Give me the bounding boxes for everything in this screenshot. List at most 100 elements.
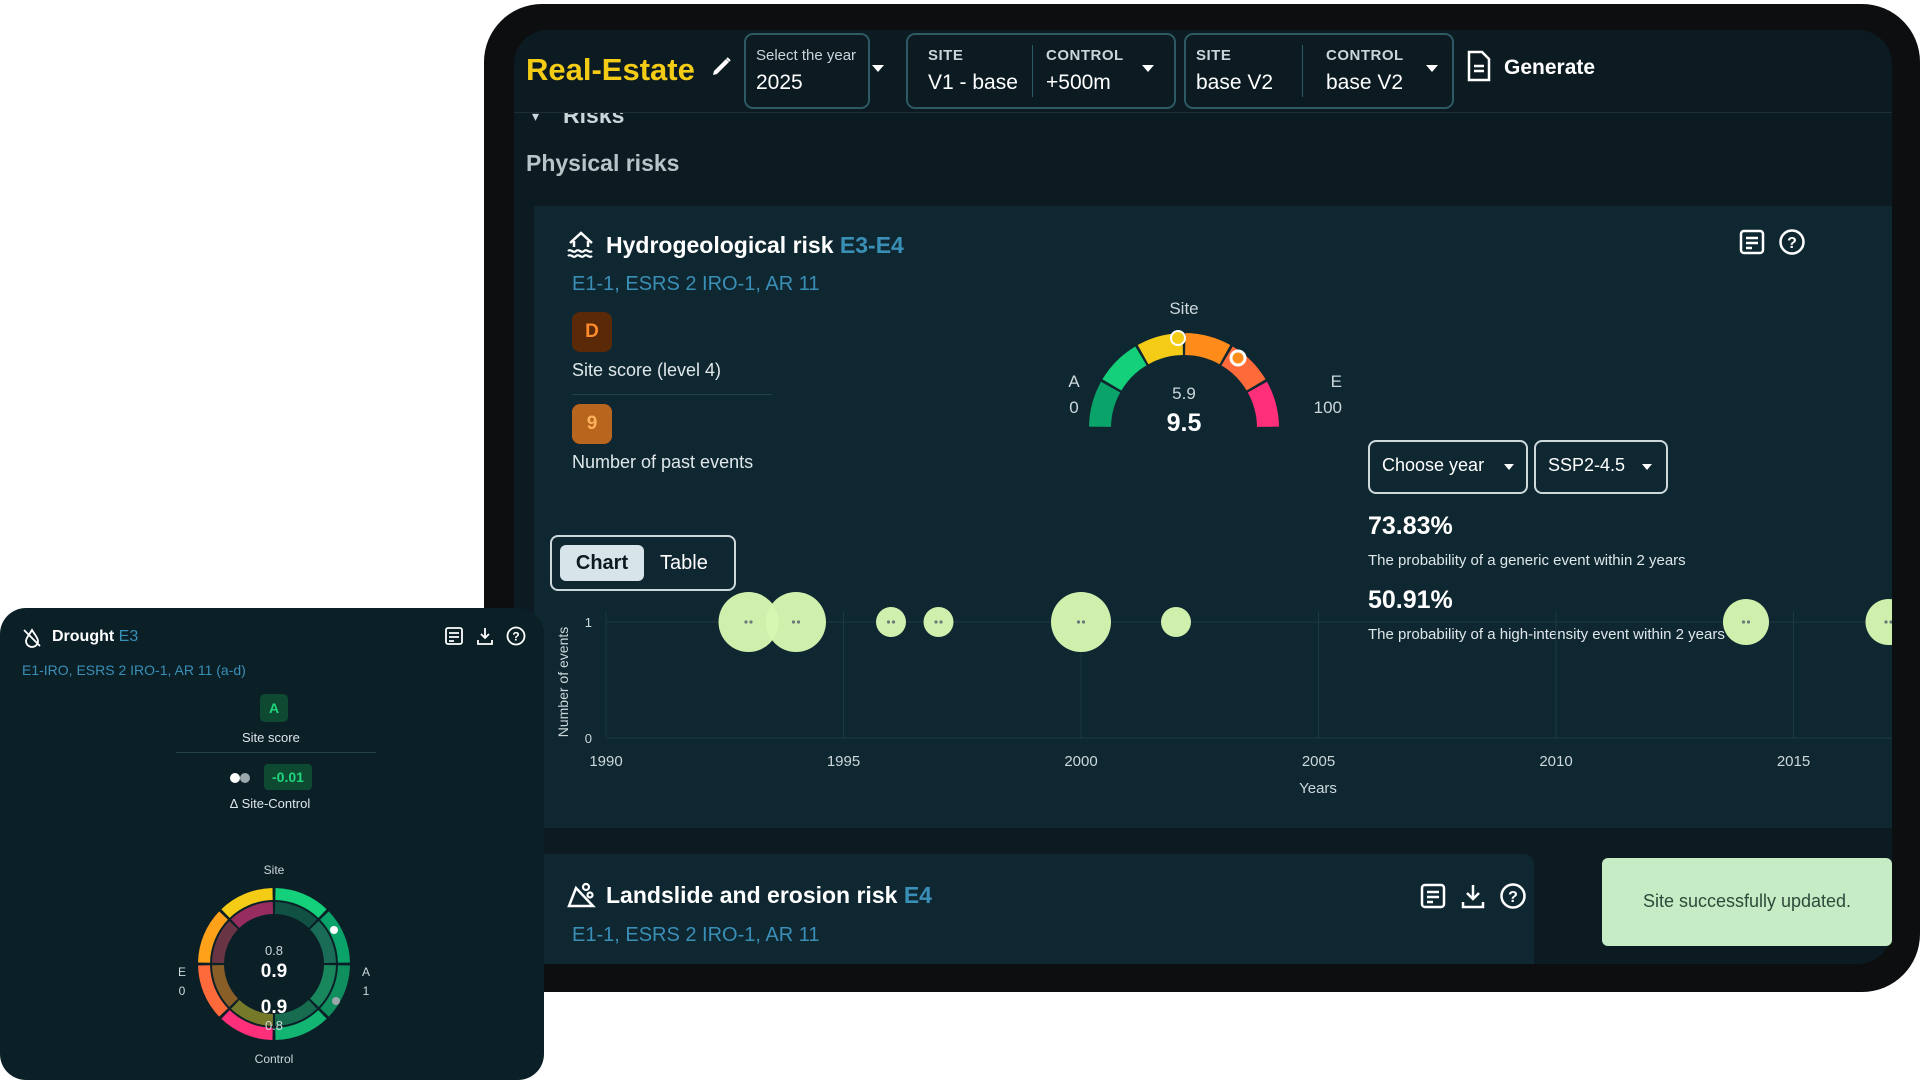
event-marker: [1076, 620, 1081, 624]
site-score-label: Site score: [242, 730, 300, 745]
ring-segment-control: [274, 902, 317, 929]
gauge-segment: [1102, 346, 1147, 391]
control-label: CONTROL: [1326, 47, 1404, 64]
svg-text:1: 1: [363, 984, 370, 998]
ring-segment-site: [221, 1009, 273, 1040]
card-references: E1-1, ESRS 2 IRO-1, AR 11: [572, 924, 820, 946]
generic-event-description: The probability of a generic event withi…: [1368, 552, 1686, 569]
site-control-swatch-icon: [230, 772, 256, 784]
ring-segment-control: [231, 902, 274, 929]
x-tick-label: 2005: [1302, 753, 1335, 770]
svg-text:5.9: 5.9: [1172, 384, 1196, 403]
edit-pencil-icon[interactable]: [710, 54, 734, 78]
site-score-gauge: Site A 0 E 100 5.9 9.5: [1068, 299, 1342, 437]
event-bubble: [1865, 599, 1892, 645]
site-score-badge: D: [572, 312, 612, 352]
ring-segment-site: [275, 1009, 327, 1040]
site-value: V1 - base: [928, 71, 1018, 94]
event-marker: [1741, 620, 1746, 624]
scenario-dropdown[interactable]: SSP2-4.5: [1534, 440, 1668, 494]
landslide-risk-card: Landslide and erosion risk E4 E1-1, ESRS…: [534, 854, 1534, 964]
ring-segment-site: [198, 911, 229, 963]
gauge-segment: [1247, 381, 1279, 428]
y-axis-label: Number of events: [555, 627, 571, 738]
notes-icon[interactable]: [444, 626, 464, 646]
hydrogeological-risk-card: Hydrogeological risk E3-E4 E1-1, ESRS 2 …: [534, 206, 1892, 828]
generate-label: Generate: [1504, 56, 1596, 79]
site-value: base V2: [1196, 71, 1274, 94]
notes-icon[interactable]: [1419, 882, 1447, 910]
event-marker: [1746, 620, 1751, 624]
card-references: E1-1, ESRS 2 IRO-1, AR 11: [572, 273, 820, 295]
delta-value-badge: -0.01: [264, 764, 312, 790]
svg-text:?: ?: [1787, 235, 1797, 252]
event-bubble: [718, 592, 779, 652]
gauge-segment: [1184, 333, 1231, 365]
download-icon[interactable]: [475, 626, 495, 646]
ring-segment-control: [212, 921, 239, 964]
site-score-badge: A: [260, 694, 288, 722]
ring-segment-control: [309, 921, 336, 964]
svg-text:0.8: 0.8: [265, 1018, 283, 1033]
x-axis-label: Years: [1299, 780, 1337, 797]
site-control-ring-gauge: Site Control E 0 A 1 0.8 0.9 0.9 0.8: [178, 863, 370, 1066]
site-label: SITE: [928, 47, 964, 64]
ring-segment-site: [319, 965, 350, 1017]
ring-segment-control: [212, 964, 239, 1007]
svg-text:E: E: [178, 965, 186, 979]
event-marker: [934, 620, 938, 624]
event-marker: [749, 620, 753, 624]
event-bubble: [766, 592, 826, 652]
ring-segment-control: [309, 964, 336, 1007]
ring-segment-site: [319, 911, 350, 963]
svg-text:100: 100: [1314, 398, 1342, 417]
tab-chart[interactable]: Chart: [560, 545, 644, 581]
download-icon[interactable]: [1459, 882, 1487, 910]
card-references: E1-IRO, ESRS 2 IRO-1, AR 11 (a-d): [22, 662, 246, 678]
svg-text:0: 0: [179, 984, 186, 998]
control-value: +500m: [1046, 71, 1111, 94]
event-marker: [1884, 620, 1888, 624]
compare-select-b[interactable]: SITE base V2 CONTROL base V2: [1184, 33, 1454, 109]
event-marker: [791, 620, 796, 624]
success-toast: Site successfully updated.: [1602, 858, 1892, 946]
chevron-down-icon: [1142, 65, 1154, 72]
control-value: base V2: [1326, 71, 1404, 94]
x-tick-label: 1990: [589, 753, 622, 770]
landslide-icon: [567, 882, 596, 908]
compare-select-a[interactable]: SITE V1 - base CONTROL +500m: [906, 33, 1176, 109]
card-title: Hydrogeological risk E3-E4: [606, 232, 904, 258]
notes-icon[interactable]: [1738, 228, 1766, 256]
help-icon[interactable]: ?: [1778, 228, 1806, 256]
event-marker: [1081, 620, 1086, 624]
y-tick-label: 1: [585, 615, 592, 630]
flood-house-icon: [567, 231, 593, 258]
divider: [1302, 45, 1303, 97]
event-bubble: [1723, 599, 1769, 645]
event-marker: [891, 620, 896, 624]
year-select[interactable]: Select the year 2025: [744, 33, 884, 109]
card-title: Landslide and erosion risk E4: [606, 882, 932, 908]
ring-segment-site: [198, 965, 229, 1017]
event-bubble: [1051, 592, 1111, 652]
past-events-label: Number of past events: [572, 452, 754, 472]
generate-button[interactable]: Generate: [1466, 50, 1595, 90]
control-label: CONTROL: [1046, 47, 1124, 64]
divider: [1032, 45, 1033, 97]
past-events-chart: 1990 1995 2000 2005 2010 2015 0 1 Number of eve…: [555, 592, 1892, 797]
event-marker: [796, 620, 801, 624]
event-marker: [939, 620, 943, 624]
svg-text:Control: Control: [255, 1052, 294, 1066]
help-icon[interactable]: ?: [1499, 882, 1527, 910]
svg-text:0.9: 0.9: [261, 961, 287, 982]
tab-table[interactable]: Table: [660, 552, 708, 574]
choose-year-dropdown[interactable]: Choose year: [1368, 440, 1528, 494]
svg-text:Site: Site: [264, 863, 285, 877]
svg-text:0.8: 0.8: [265, 943, 283, 958]
site-score-label: Site score (level 4): [572, 360, 722, 380]
app-brand: Real-Estate: [526, 52, 695, 87]
document-icon: [1467, 50, 1491, 82]
help-icon[interactable]: ?: [506, 626, 526, 646]
drought-icon: [23, 628, 41, 648]
chevron-down-icon: [1504, 464, 1514, 470]
